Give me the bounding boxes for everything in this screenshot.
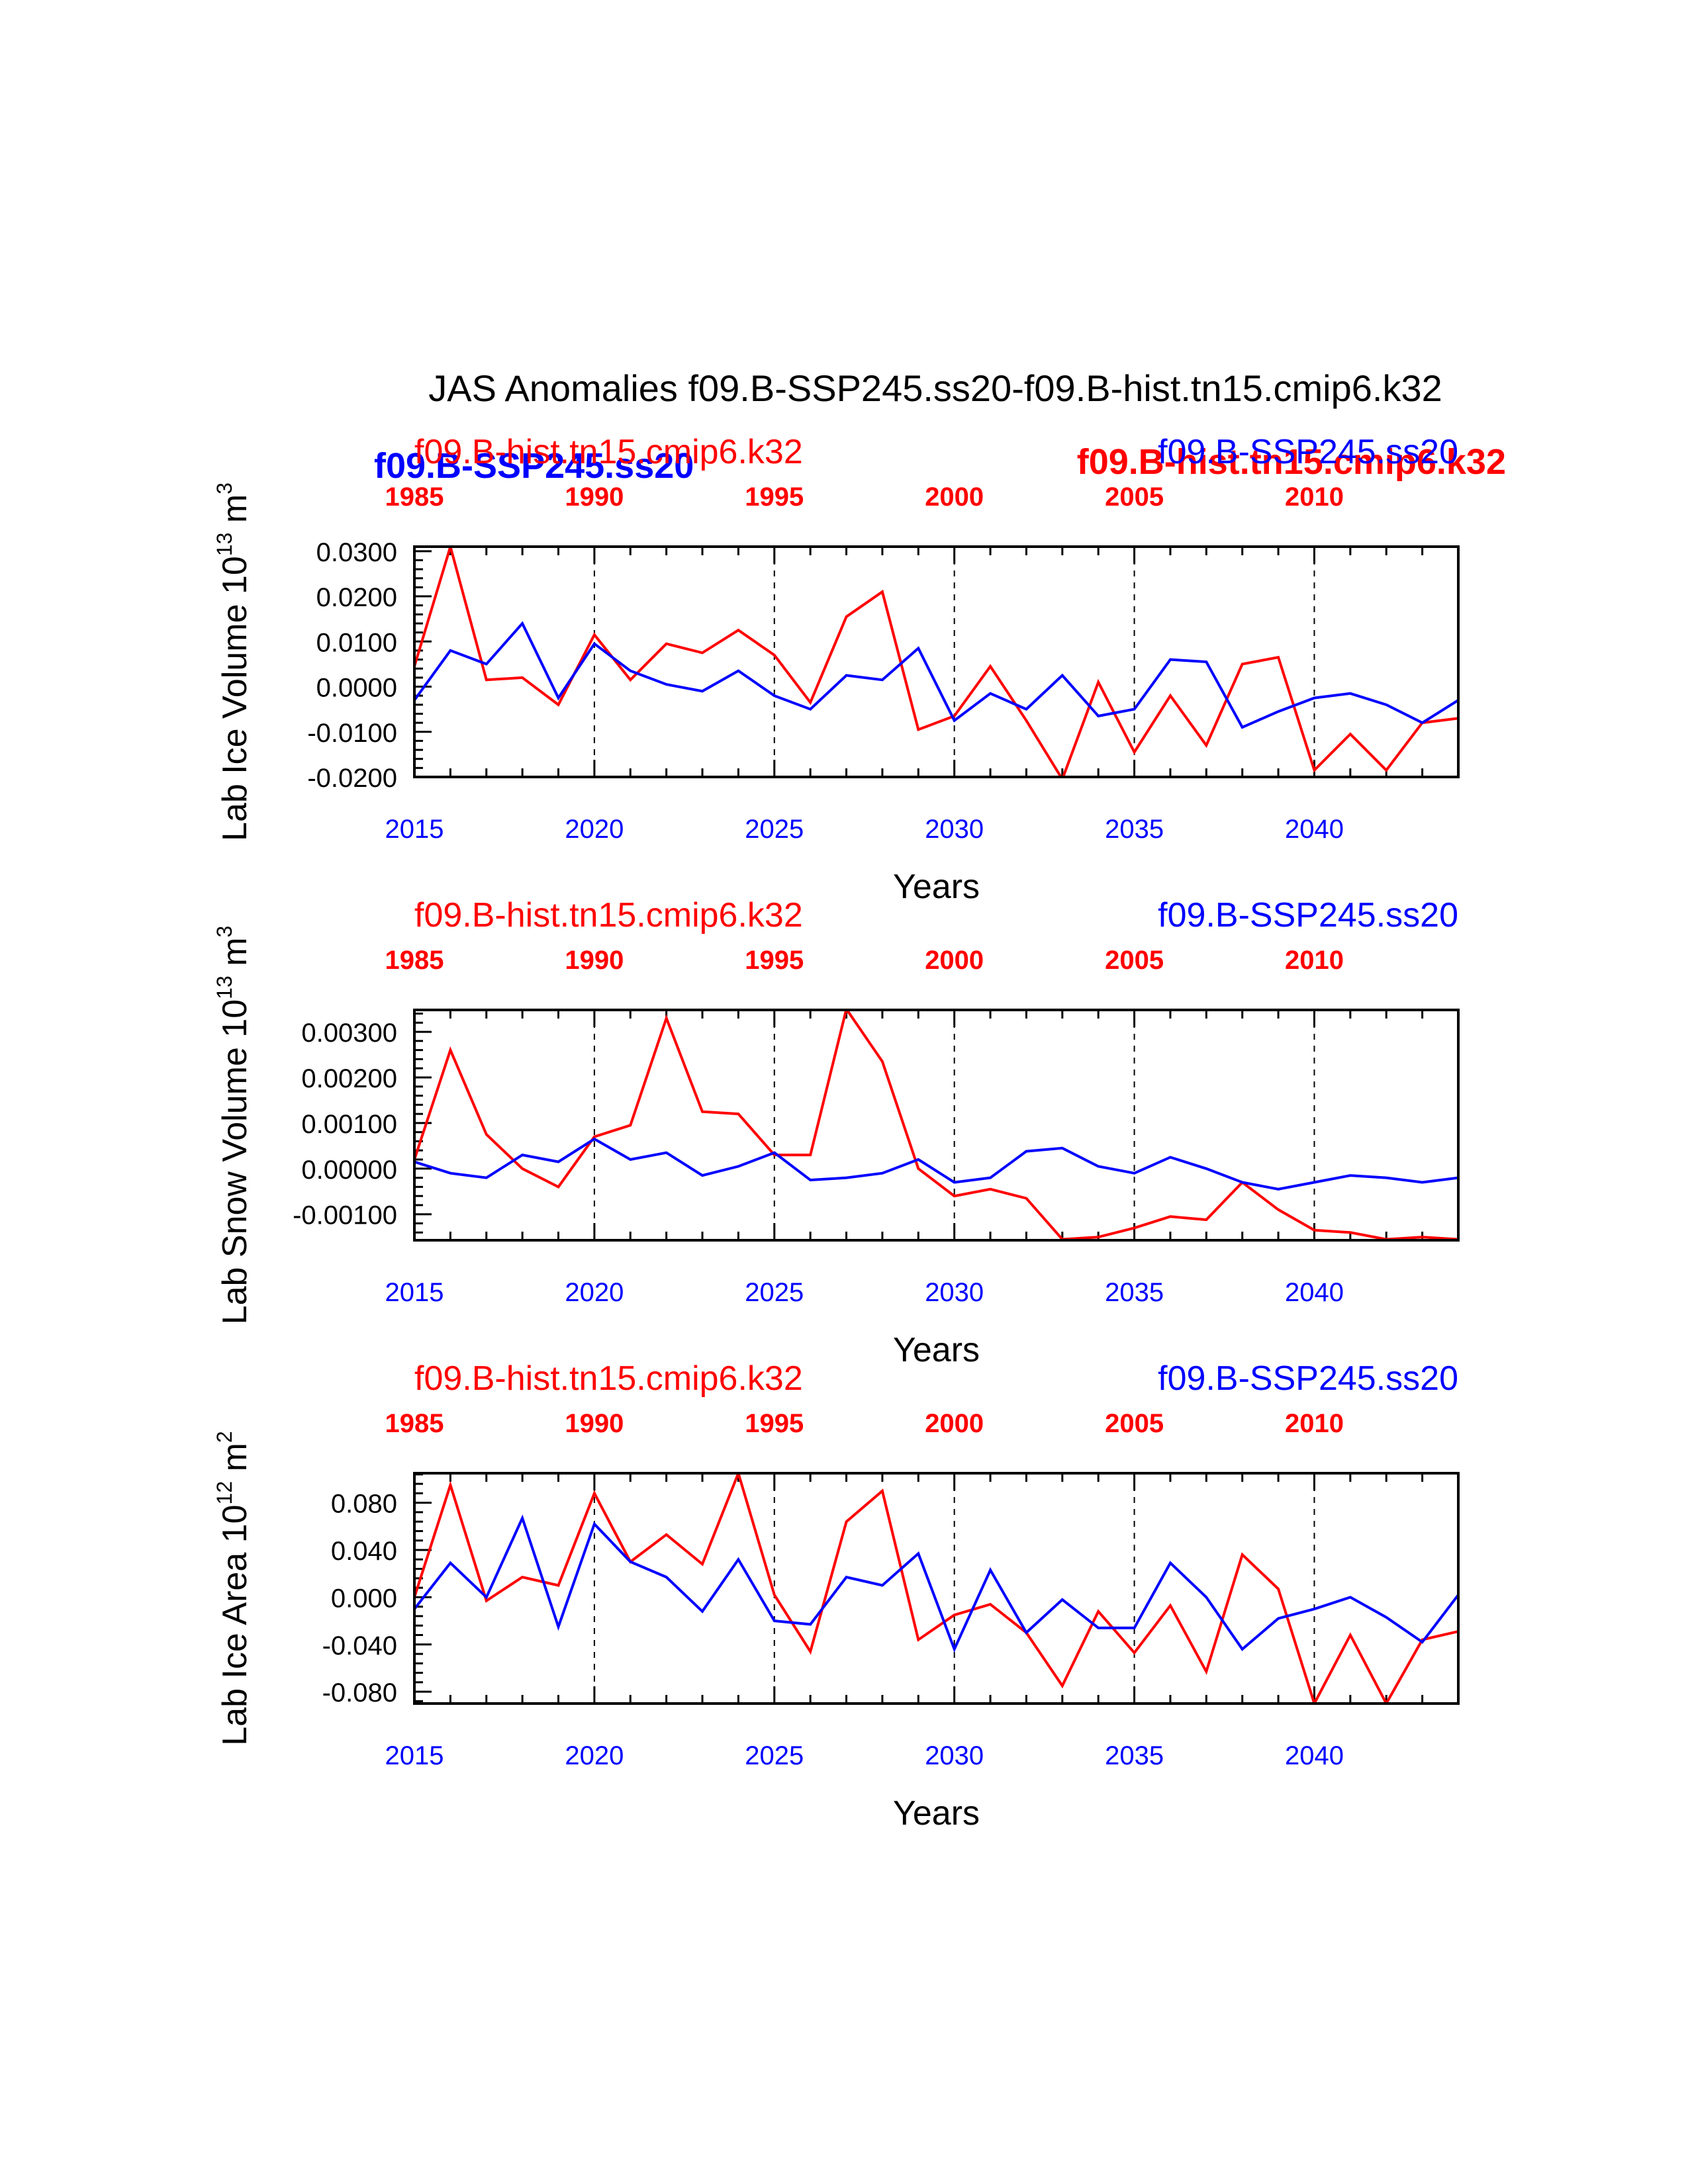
top-tick-label: 2005 bbox=[1105, 1409, 1164, 1438]
x-tick-label: 2015 bbox=[385, 815, 444, 844]
chart-panel-2: -0.00100 0.00000 0.00100 0.00200 0.00300 2015… bbox=[212, 896, 1460, 1369]
top-tick-label: 2000 bbox=[925, 946, 984, 975]
series-line-hist bbox=[414, 1473, 1458, 1704]
chart-panel-3: -0.080 -0.040 0.000 0.040 0.080 2015 2020 2025 2… bbox=[212, 1359, 1460, 1833]
plot-frame bbox=[413, 545, 1460, 778]
x-axis-label: Years bbox=[893, 1331, 980, 1369]
y-tick-label: 0.080 bbox=[331, 1490, 397, 1519]
series-line-ssp bbox=[414, 621, 1458, 729]
x-tick-label: 2040 bbox=[1285, 1741, 1344, 1770]
hist-series-label: f09.B-hist.tn15.cmip6.k32 bbox=[414, 433, 803, 471]
x-tick-label: 2040 bbox=[1285, 1278, 1344, 1307]
top-tick-label: 2000 bbox=[925, 1409, 984, 1438]
y-tick-label: 0.0200 bbox=[316, 583, 397, 612]
y-tick-label: 0.00200 bbox=[301, 1064, 397, 1093]
x-tick-label: 2030 bbox=[925, 815, 984, 844]
y-tick-label: -0.0100 bbox=[307, 719, 397, 748]
top-tick-label: 1995 bbox=[745, 946, 804, 975]
hist-series-label: f09.B-hist.tn15.cmip6.k32 bbox=[414, 1359, 803, 1398]
x-tick-label: 2035 bbox=[1105, 815, 1164, 844]
y-tick-label: 0.00100 bbox=[301, 1110, 397, 1139]
top-tick-label: 1990 bbox=[565, 946, 624, 975]
top-tick-label: 2010 bbox=[1285, 946, 1344, 975]
top-tick-label: 1985 bbox=[385, 1409, 444, 1438]
x-tick-label: 2035 bbox=[1105, 1278, 1164, 1307]
x-tick-label: 2020 bbox=[565, 815, 624, 844]
x-axis-label: Years bbox=[893, 868, 980, 906]
x-tick-label: 2025 bbox=[745, 1278, 804, 1307]
x-axis-label: Years bbox=[893, 1794, 980, 1833]
y-axis-label: Lab Ice Area 1012 m2 bbox=[212, 1431, 254, 1745]
plot-frame bbox=[413, 1472, 1460, 1705]
top-tick-label: 2010 bbox=[1285, 1409, 1344, 1438]
y-tick-label: 0.000 bbox=[331, 1584, 397, 1613]
y-axis-label: Lab Snow Volume 1013 m3 bbox=[212, 926, 254, 1325]
y-tick-label: -0.040 bbox=[322, 1631, 397, 1661]
series-line-ssp bbox=[414, 1514, 1458, 1653]
ssp-series-label: f09.B-SSP245.ss20 bbox=[1158, 896, 1458, 934]
plot-frame bbox=[413, 1009, 1460, 1242]
x-tick-label: 2025 bbox=[745, 1741, 804, 1770]
y-tick-label: -0.00100 bbox=[293, 1201, 397, 1230]
y-tick-label: 0.040 bbox=[331, 1537, 397, 1566]
x-tick-label: 2030 bbox=[925, 1741, 984, 1770]
chart-panel-1: -0.0200 -0.0100 0.0000 0.0100 0.0200 0.0300 20… bbox=[212, 433, 1460, 906]
x-tick-label: 2020 bbox=[565, 1278, 624, 1307]
top-tick-label: 1990 bbox=[565, 1409, 624, 1438]
series-line-ssp bbox=[414, 1137, 1458, 1191]
series-line-hist bbox=[414, 1010, 1458, 1240]
top-tick-label: 1990 bbox=[565, 482, 624, 512]
x-tick-label: 2025 bbox=[745, 815, 804, 844]
x-tick-label: 2035 bbox=[1105, 1741, 1164, 1770]
top-tick-label: 1995 bbox=[745, 482, 804, 512]
overlay-ssp-label: f09.B-SSP245.ss20 bbox=[374, 446, 694, 486]
x-tick-label: 2020 bbox=[565, 1741, 624, 1770]
x-tick-label: 2015 bbox=[385, 1278, 444, 1307]
x-tick-label: 2040 bbox=[1285, 815, 1344, 844]
y-tick-label: -0.0200 bbox=[307, 764, 397, 793]
y-tick-label: 0.00300 bbox=[301, 1019, 397, 1048]
y-tick-label: 0.0100 bbox=[316, 628, 397, 657]
overlay-hist-label: f09.B-hist.tn15.cmip6.k32 bbox=[1077, 442, 1506, 482]
top-tick-label: 2005 bbox=[1105, 946, 1164, 975]
top-tick-label: 1985 bbox=[385, 946, 444, 975]
top-tick-label: 2000 bbox=[925, 482, 984, 512]
y-tick-label: 0.0000 bbox=[316, 674, 397, 703]
top-tick-label: 1995 bbox=[745, 1409, 804, 1438]
chart-panels: -0.0200 -0.0100 0.0000 0.0100 0.0200 0.0300 20… bbox=[212, 433, 1460, 1833]
y-tick-label: -0.080 bbox=[322, 1678, 397, 1707]
series-line-hist bbox=[414, 547, 1458, 777]
hist-series-label: f09.B-hist.tn15.cmip6.k32 bbox=[414, 896, 803, 934]
top-tick-label: 1985 bbox=[385, 482, 444, 512]
ssp-series-label: f09.B-SSP245.ss20 bbox=[1158, 433, 1458, 471]
y-axis-label: Lab Ice Volume 1013 m3 bbox=[212, 482, 254, 841]
figure-title: JAS Anomalies f09.B-SSP245.ss20-f09.B-hi… bbox=[428, 367, 1442, 409]
y-tick-label: 0.0300 bbox=[316, 538, 397, 567]
x-tick-label: 2030 bbox=[925, 1278, 984, 1307]
top-tick-label: 2010 bbox=[1285, 482, 1344, 512]
y-tick-label: 0.00000 bbox=[301, 1156, 397, 1185]
top-tick-label: 2005 bbox=[1105, 482, 1164, 512]
ssp-series-label: f09.B-SSP245.ss20 bbox=[1158, 1359, 1458, 1398]
x-tick-label: 2015 bbox=[385, 1741, 444, 1770]
